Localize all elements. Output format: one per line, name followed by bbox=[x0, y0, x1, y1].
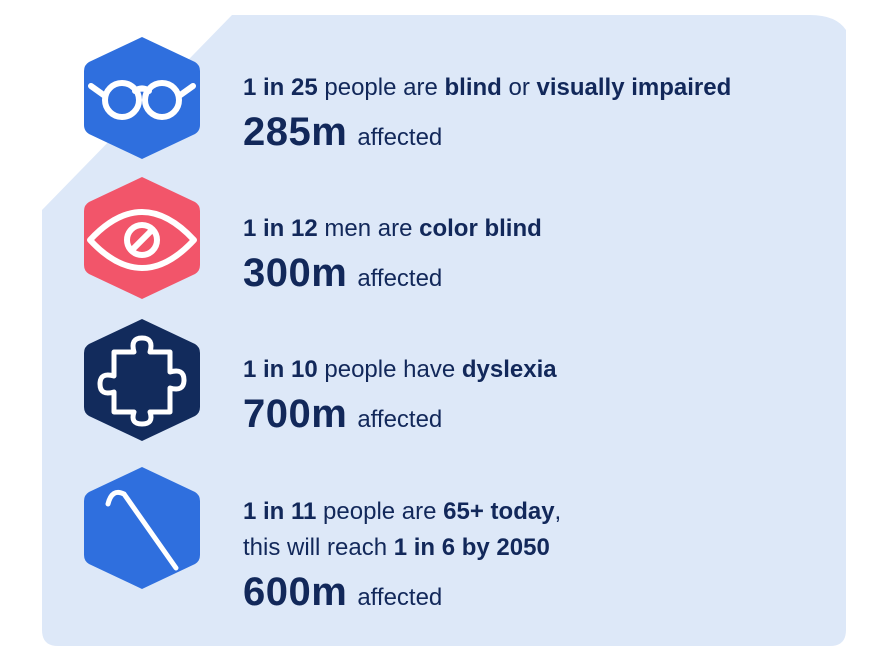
hexagon-badge bbox=[84, 467, 200, 589]
hexagon-badge bbox=[84, 319, 200, 441]
stat-description-2: this will reach 1 in 6 by 2050 bbox=[243, 530, 561, 566]
eye-blocked-icon bbox=[87, 209, 197, 271]
hexagon-badge bbox=[84, 37, 200, 159]
stat-description: 1 in 11 people are 65+ today, bbox=[243, 494, 561, 530]
line1-segment: people have bbox=[317, 356, 462, 383]
stat-description: 1 in 12 men are color blind bbox=[243, 211, 542, 247]
line1-segment: 1 in 25 bbox=[243, 74, 318, 101]
stat-affected-label: affected bbox=[357, 584, 443, 611]
stat-number: 285m bbox=[243, 110, 348, 154]
line1-segment: 1 in 12 bbox=[243, 215, 318, 242]
line1-segment: , bbox=[554, 498, 562, 525]
line1-segment: color blind bbox=[419, 215, 542, 242]
panel-shape bbox=[42, 15, 846, 646]
line1-segment: dyslexia bbox=[461, 356, 557, 383]
walking-cane-icon bbox=[105, 489, 179, 571]
puzzle-piece-icon bbox=[97, 335, 187, 427]
stat-number: 600m bbox=[243, 570, 348, 614]
line1-segment: 65+ today bbox=[443, 498, 555, 525]
line1-segment: people are bbox=[317, 74, 445, 101]
stat-description: 1 in 25 people are blind or visually imp… bbox=[243, 70, 731, 106]
line1-segment: or bbox=[501, 74, 537, 101]
line2-segment: this will reach bbox=[243, 534, 394, 561]
stat-number: 300m bbox=[243, 251, 348, 295]
line2-segment: 1 in 6 by 2050 bbox=[393, 534, 550, 561]
line1-segment: visually impaired bbox=[536, 74, 732, 101]
hexagon-badge bbox=[84, 177, 200, 299]
stat-affected-label: affected bbox=[357, 406, 443, 433]
stat-affected-label: affected bbox=[357, 124, 443, 151]
stat-description: 1 in 10 people have dyslexia bbox=[243, 352, 557, 388]
glasses-icon bbox=[88, 80, 196, 120]
line1-segment: people are bbox=[316, 498, 444, 525]
stat-affected-label: affected bbox=[357, 265, 443, 292]
line1-segment: 1 in 11 bbox=[243, 498, 317, 525]
line1-segment: blind bbox=[444, 74, 502, 101]
stat-number: 700m bbox=[243, 392, 348, 436]
line1-segment: 1 in 10 bbox=[243, 356, 318, 383]
line1-segment: men are bbox=[317, 215, 420, 242]
